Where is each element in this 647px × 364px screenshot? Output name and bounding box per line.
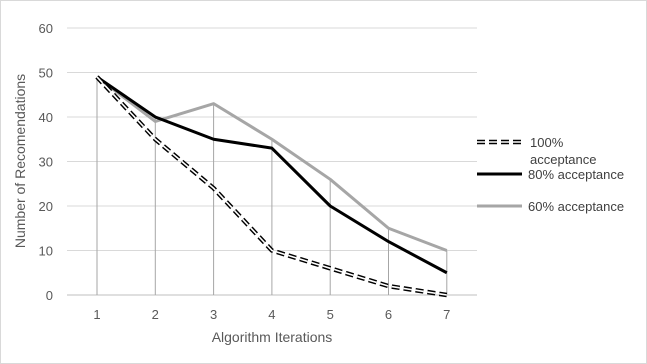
- series-line-80: [96, 75, 448, 275]
- x-tick-label: 6: [385, 307, 392, 322]
- x-tick-label: 5: [327, 307, 334, 322]
- y-axis-title: Number of Recomendations: [12, 74, 28, 248]
- y-tick-label: 60: [39, 21, 53, 36]
- x-tick-label: 2: [152, 307, 159, 322]
- series-line-60: [96, 75, 448, 252]
- y-tick-label: 30: [39, 155, 53, 170]
- y-tick-label: 50: [39, 66, 53, 81]
- x-tick-label: 3: [210, 307, 217, 322]
- y-tick-label: 40: [39, 110, 53, 125]
- legend-item-80: 80% acceptance: [477, 167, 624, 182]
- y-tick-label: 20: [39, 199, 53, 214]
- legend-label-80: 80% acceptance: [528, 167, 624, 182]
- y-tick-labels: 0 10 20 30 40 50 60: [39, 21, 53, 303]
- x-axis-title: Algorithm Iterations: [212, 329, 333, 345]
- x-tick-label: 1: [93, 307, 100, 322]
- x-tick-labels: 1 2 3 4 5 6 7: [93, 307, 450, 322]
- x-tick-label: 7: [443, 307, 450, 322]
- series-lines: [95, 75, 448, 298]
- x-tick-label: 4: [268, 307, 275, 322]
- legend: 100% acceptance 80% acceptance 60% accep…: [477, 135, 624, 214]
- y-tick-label: 0: [46, 288, 53, 303]
- legend-label-100-line1: 100%: [530, 135, 564, 150]
- drop-lines: [96, 76, 448, 295]
- legend-item-60: 60% acceptance: [477, 199, 624, 214]
- series-line-100-inner: [96, 76, 447, 296]
- y-tick-label: 10: [39, 244, 53, 259]
- legend-label-60: 60% acceptance: [528, 199, 624, 214]
- legend-label-100-line2: acceptance: [530, 152, 597, 167]
- legend-item-100: 100% acceptance: [477, 135, 597, 167]
